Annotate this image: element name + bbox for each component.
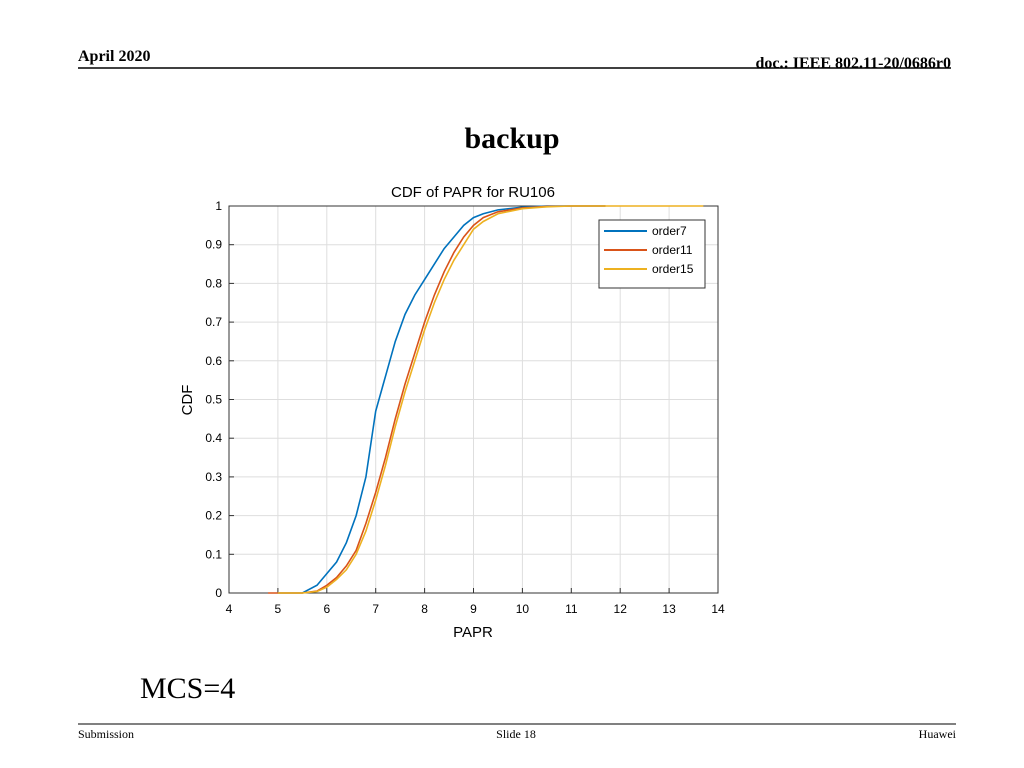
y-tick-label: 0.6 — [205, 354, 222, 368]
x-axis-label: PAPR — [453, 624, 493, 641]
legend-label: order11 — [652, 243, 693, 257]
y-tick-label: 0 — [215, 586, 222, 600]
data-line — [277, 205, 704, 594]
x-tick-label: 12 — [614, 602, 628, 616]
chart-title: CDF of PAPR for RU106 — [391, 184, 555, 201]
caption: MCS=4 — [140, 672, 235, 705]
legend-label: order15 — [652, 262, 694, 276]
x-tick-label: 5 — [275, 602, 282, 616]
x-tick-label: 11 — [565, 602, 578, 616]
x-tick-label: 7 — [372, 602, 379, 616]
x-tick-label: 8 — [421, 602, 428, 616]
footer-right: Huawei — [919, 727, 957, 741]
data-line — [268, 205, 606, 594]
y-tick-label: 1 — [215, 199, 222, 213]
y-tick-label: 0.1 — [205, 547, 222, 561]
footer-center: Slide 18 — [496, 727, 536, 741]
y-axis-label: CDF — [179, 385, 196, 416]
header-date: April 2020 — [78, 48, 150, 65]
slide-title: backup — [464, 122, 559, 155]
x-tick-label: 9 — [470, 602, 477, 616]
y-tick-label: 0.5 — [205, 393, 222, 407]
x-tick-label: 10 — [516, 602, 530, 616]
y-tick-label: 0.8 — [205, 276, 222, 290]
legend-label: order7 — [652, 224, 687, 238]
y-tick-label: 0.3 — [205, 470, 222, 484]
x-tick-label: 13 — [662, 602, 676, 616]
y-tick-label: 0.9 — [205, 238, 222, 252]
y-tick-label: 0.4 — [205, 431, 222, 445]
header-doc: doc.: IEEE 802.11-20/0686r0 — [755, 55, 951, 72]
x-tick-label: 4 — [226, 602, 233, 616]
x-tick-label: 6 — [323, 602, 330, 616]
y-tick-label: 0.2 — [205, 509, 222, 523]
y-tick-label: 0.7 — [205, 315, 222, 329]
footer-left: Submission — [78, 727, 134, 741]
plot-frame — [228, 205, 719, 594]
data-line — [277, 205, 606, 594]
x-tick-label: 14 — [711, 602, 725, 616]
